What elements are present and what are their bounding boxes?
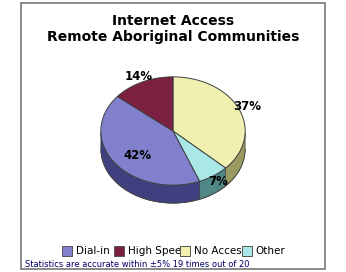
Text: Dial-in: Dial-in	[76, 246, 110, 256]
Bar	[242, 246, 252, 256]
Text: Internet Access
Remote Aboriginal Communities: Internet Access Remote Aboriginal Commun…	[47, 14, 299, 44]
Text: Statistics are accurate within ±5% 19 times out of 20: Statistics are accurate within ±5% 19 ti…	[25, 260, 249, 269]
Bar	[180, 246, 190, 256]
Text: Other: Other	[256, 246, 285, 256]
Polygon shape	[226, 133, 245, 186]
Polygon shape	[200, 168, 226, 199]
Text: 37%: 37%	[233, 100, 261, 113]
Polygon shape	[101, 97, 200, 185]
Bar	[115, 246, 125, 256]
Text: 42%: 42%	[124, 149, 152, 162]
Text: 7%: 7%	[209, 175, 228, 188]
Polygon shape	[101, 133, 200, 203]
Polygon shape	[117, 77, 173, 131]
Text: High Speed: High Speed	[128, 246, 188, 256]
Bar	[62, 246, 72, 256]
Text: 14%: 14%	[125, 70, 153, 83]
Polygon shape	[173, 131, 226, 181]
Text: No Access: No Access	[193, 246, 247, 256]
Polygon shape	[173, 77, 245, 168]
